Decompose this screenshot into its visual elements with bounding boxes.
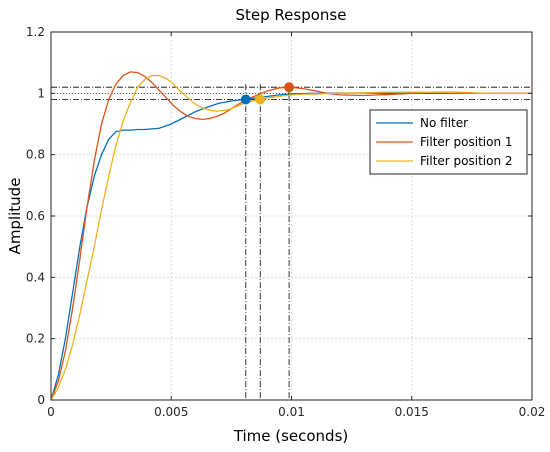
legend-label-1: No filter bbox=[420, 116, 468, 130]
y-axis-label: Amplitude bbox=[6, 178, 24, 255]
x-axis-label: Time (seconds) bbox=[233, 427, 349, 445]
marker-dot-3[interactable] bbox=[255, 94, 266, 105]
series-line-3 bbox=[50, 74, 532, 401]
x-tick-label: 0.005 bbox=[154, 405, 188, 419]
x-axis-ticks: 0 0.005 0.01 0.015 0.02 bbox=[47, 32, 545, 419]
legend[interactable]: No filter Filter position 1 Filter positio… bbox=[369, 109, 528, 175]
marker-dot-2[interactable] bbox=[284, 82, 295, 93]
series-line-1 bbox=[50, 92, 532, 401]
characteristic-markers[interactable] bbox=[240, 82, 295, 105]
y-axis-ticks: 0 0.2 0.4 0.6 0.8 1 1.2 bbox=[26, 25, 532, 407]
x-tick-label: 0.02 bbox=[519, 405, 546, 419]
y-tick-label: 0.8 bbox=[26, 148, 45, 162]
chart-title: Step Response bbox=[236, 6, 347, 24]
x-tick-label: 0.015 bbox=[395, 405, 429, 419]
y-tick-label: 1 bbox=[37, 86, 45, 100]
legend-label-2: Filter position 1 bbox=[420, 135, 513, 149]
x-tick-label: 0.01 bbox=[278, 405, 305, 419]
series-lines bbox=[50, 71, 532, 401]
y-tick-label: 0.6 bbox=[26, 209, 45, 223]
series-line-2 bbox=[50, 71, 532, 401]
y-tick-label: 0.4 bbox=[26, 270, 45, 284]
y-tick-label: 0.2 bbox=[26, 332, 45, 346]
marker-dot-1[interactable] bbox=[240, 94, 251, 105]
legend-label-3: Filter position 2 bbox=[420, 154, 513, 168]
y-tick-label: 1.2 bbox=[26, 25, 45, 39]
y-tick-label: 0 bbox=[37, 393, 45, 407]
x-tick-label: 0 bbox=[47, 405, 55, 419]
